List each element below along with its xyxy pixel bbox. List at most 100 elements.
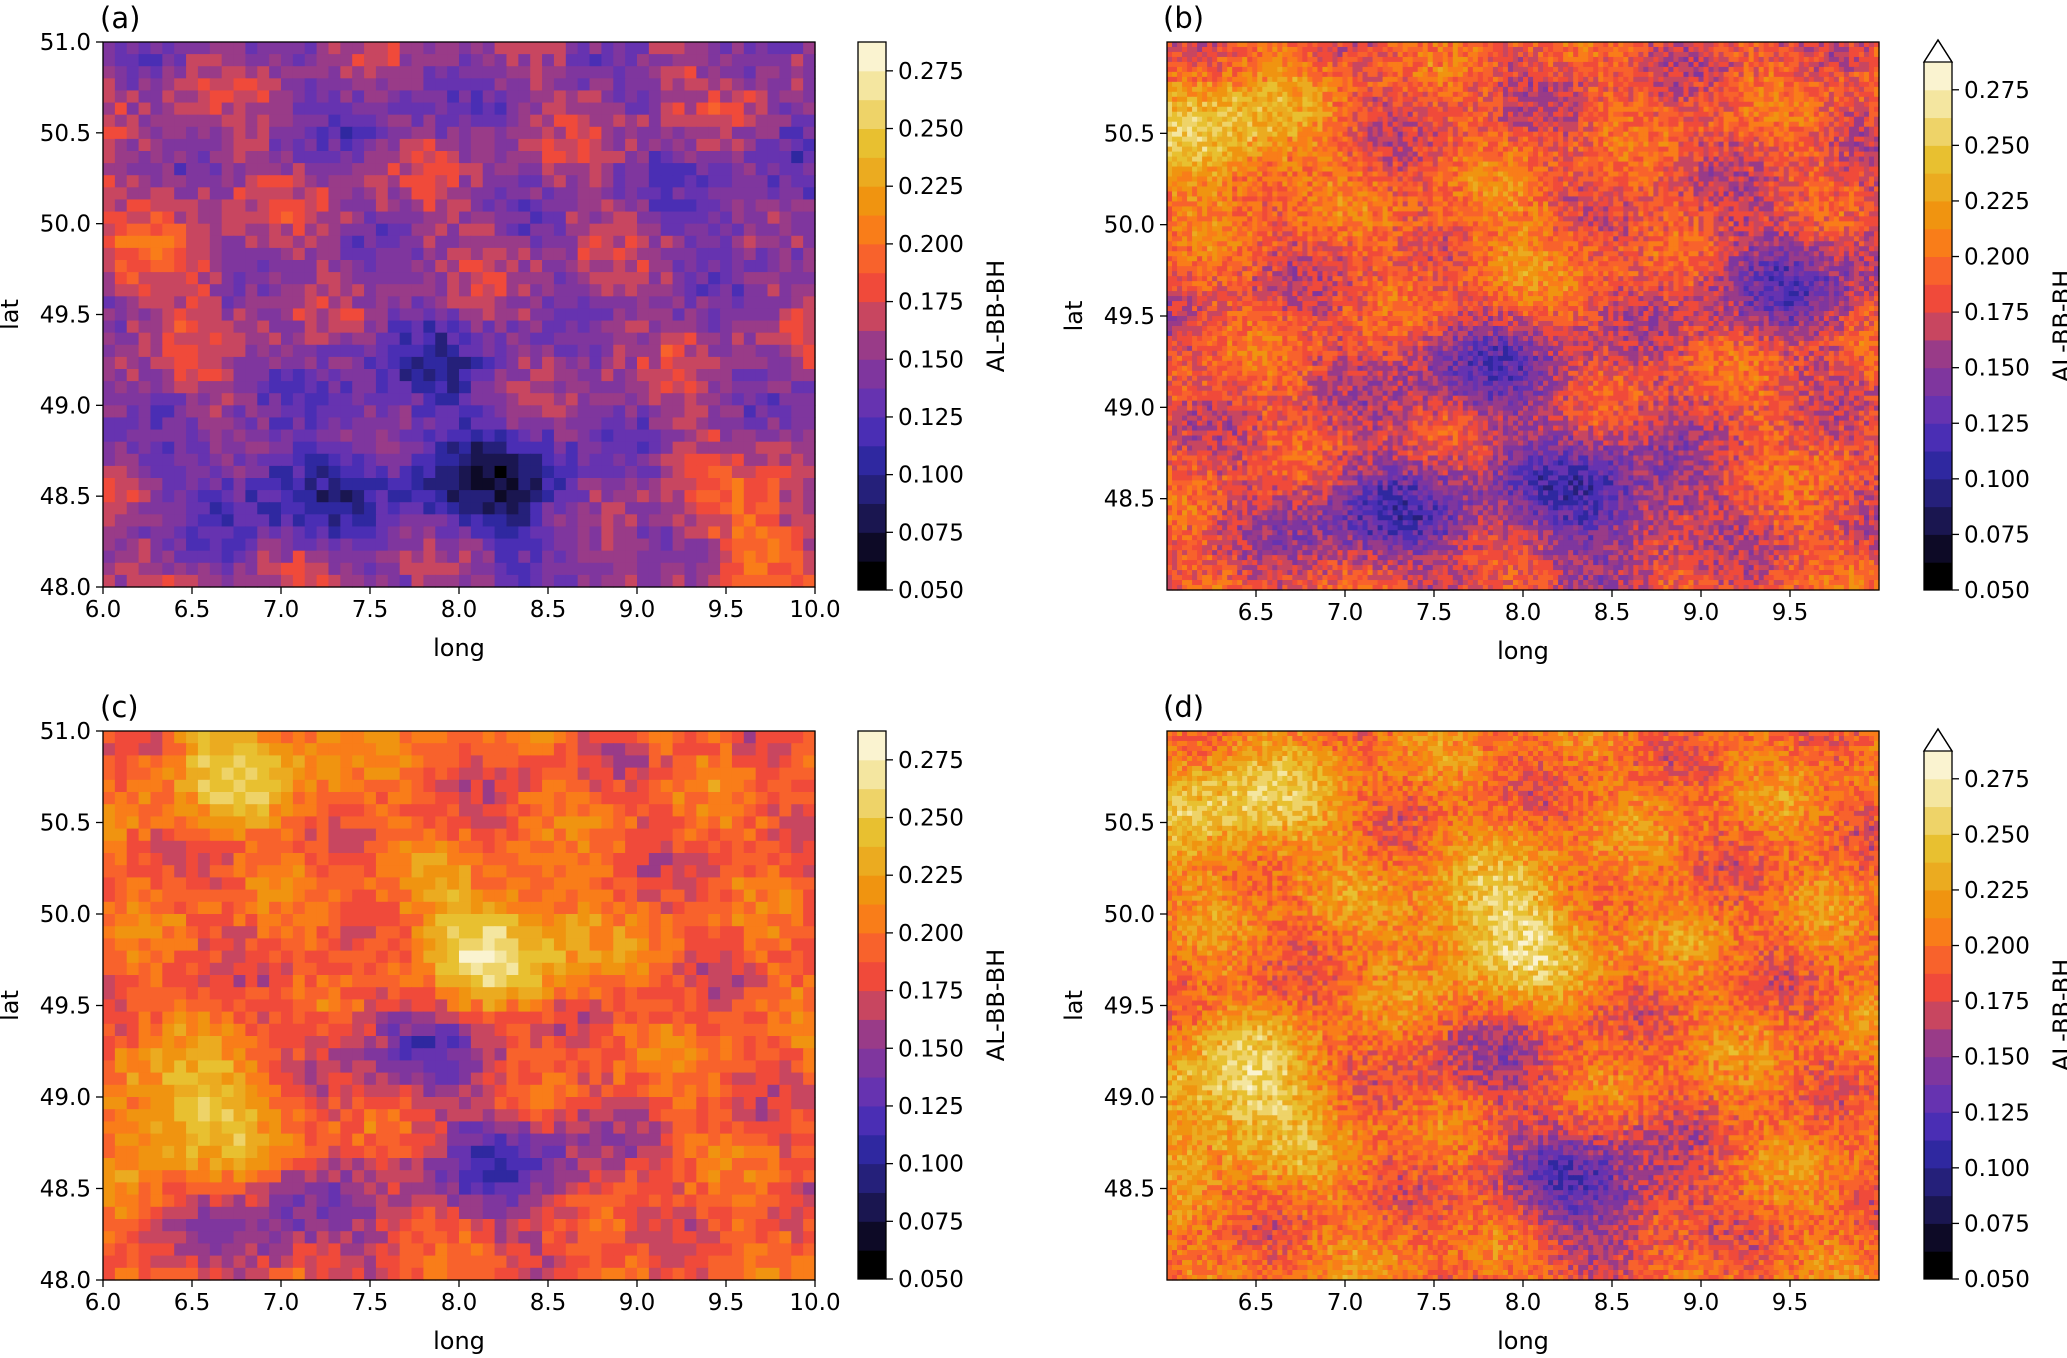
- heatmap-cell: [1774, 67, 1780, 73]
- heatmap-cell: [281, 90, 293, 103]
- heatmap-cell: [139, 103, 151, 116]
- heatmap-cell: [471, 357, 483, 370]
- heatmap-cell: [1403, 47, 1409, 53]
- heatmap-cell: [1573, 97, 1579, 103]
- heatmap-cell: [186, 442, 198, 455]
- heatmap-cell: [1292, 97, 1298, 103]
- heatmap-cell: [1287, 92, 1293, 98]
- heatmap-cell: [554, 90, 566, 103]
- heatmap-cell: [744, 575, 756, 588]
- heatmap-cell: [352, 430, 364, 443]
- heatmap-cell: [720, 284, 732, 297]
- heatmap-cell: [115, 321, 127, 334]
- heatmap-cell: [388, 514, 400, 527]
- heatmap-cell: [1383, 97, 1389, 103]
- heatmap-cell: [1242, 97, 1248, 103]
- heatmap-cell: [1488, 52, 1494, 58]
- heatmap-cell: [1237, 92, 1243, 98]
- heatmap-cell: [139, 199, 151, 212]
- heatmap-cell: [281, 333, 293, 346]
- heatmap-cell: [673, 90, 685, 103]
- heatmap-cell: [518, 284, 530, 297]
- heatmap-cell: [1643, 47, 1649, 53]
- heatmap-cell: [115, 248, 127, 261]
- heatmap-cell: [352, 333, 364, 346]
- heatmap-cell: [542, 308, 554, 321]
- heatmap-cell: [245, 187, 257, 200]
- heatmap-cell: [1458, 82, 1464, 88]
- heatmap-cell: [281, 236, 293, 249]
- heatmap-cell: [1553, 42, 1559, 48]
- heatmap-cell: [447, 54, 459, 67]
- heatmap-cell: [412, 139, 424, 152]
- heatmap-cell: [435, 539, 447, 552]
- heatmap-cell: [1378, 87, 1384, 93]
- heatmap-cell: [1714, 52, 1720, 58]
- heatmap-cell: [1448, 82, 1454, 88]
- heatmap-cell: [1207, 107, 1213, 113]
- heatmap-cell: [1252, 102, 1258, 108]
- heatmap-cell: [1633, 62, 1639, 68]
- heatmap-cell: [803, 163, 815, 176]
- heatmap-cell: [471, 115, 483, 128]
- heatmap-cell: [139, 54, 151, 67]
- heatmap-cell: [352, 260, 364, 273]
- heatmap-cell: [198, 551, 210, 564]
- heatmap-cell: [1704, 42, 1710, 48]
- heatmap-cell: [471, 490, 483, 503]
- heatmap-cell: [673, 575, 685, 588]
- heatmap-cell: [518, 236, 530, 249]
- heatmap-cell: [601, 175, 613, 188]
- heatmap-cell: [779, 478, 791, 491]
- heatmap-cell: [317, 139, 329, 152]
- heatmap-cell: [1277, 102, 1283, 108]
- heatmap-cell: [1739, 72, 1745, 78]
- heatmap-cell: [1192, 87, 1198, 93]
- heatmap-cell: [412, 357, 424, 370]
- heatmap-cell: [768, 357, 780, 370]
- heatmap-cell: [779, 575, 791, 588]
- heatmap-cell: [1844, 52, 1850, 58]
- heatmap-cell: [400, 369, 412, 382]
- heatmap-cell: [317, 321, 329, 334]
- heatmap-cell: [673, 442, 685, 455]
- heatmap-cell: [1423, 42, 1429, 48]
- heatmap-cell: [1433, 42, 1439, 48]
- colorbar-swatch: [858, 186, 886, 215]
- heatmap-cell: [1483, 52, 1489, 58]
- heatmap-cell: [1443, 67, 1449, 73]
- heatmap-cell: [1342, 87, 1348, 93]
- heatmap-cell: [234, 539, 246, 552]
- heatmap-cell: [637, 212, 649, 225]
- heatmap-cell: [590, 308, 602, 321]
- heatmap-cell: [1598, 77, 1604, 83]
- heatmap-cell: [162, 175, 174, 188]
- heatmap-cell: [412, 321, 424, 334]
- heatmap-cell: [1337, 62, 1343, 68]
- heatmap-cell: [1593, 67, 1599, 73]
- heatmap-cell: [1749, 42, 1755, 48]
- heatmap-cell: [1563, 52, 1569, 58]
- heatmap-cell: [459, 163, 471, 176]
- heatmap-cell: [1824, 112, 1830, 118]
- heatmap-cell: [447, 103, 459, 116]
- heatmap-cell: [708, 163, 720, 176]
- heatmap-cell: [554, 78, 566, 91]
- heatmap-cell: [1498, 97, 1504, 103]
- heatmap-cell: [115, 308, 127, 321]
- heatmap-cell: [1368, 57, 1374, 63]
- heatmap-cell: [388, 248, 400, 261]
- heatmap-cell: [1267, 72, 1273, 78]
- heatmap-cell: [625, 284, 637, 297]
- heatmap-cell: [1348, 57, 1354, 63]
- heatmap-cell: [1668, 77, 1674, 83]
- heatmap-cell: [1207, 77, 1213, 83]
- heatmap-cell: [340, 405, 352, 418]
- heatmap-cell: [1774, 62, 1780, 68]
- heatmap-cell: [613, 321, 625, 334]
- heatmap-cell: [447, 284, 459, 297]
- heatmap-cell: [1779, 87, 1785, 93]
- heatmap-cell: [1714, 42, 1720, 48]
- heatmap-cell: [673, 103, 685, 116]
- heatmap-cell: [127, 54, 139, 67]
